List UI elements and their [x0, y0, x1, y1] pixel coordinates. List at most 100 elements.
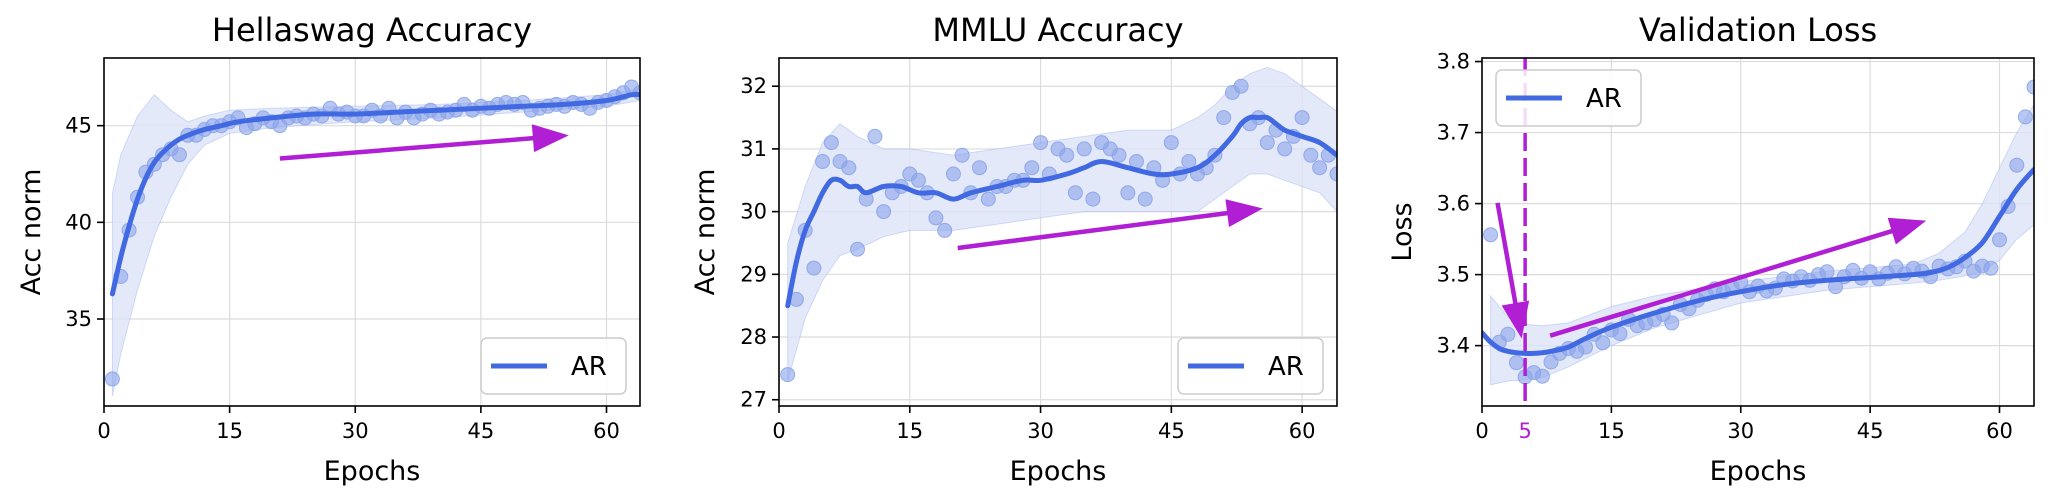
hellaswag-accuracy-panel: Hellaswag Accuracy 0 15 30 45 60 35 40 45 Epoch… — [16, 11, 641, 487]
data-point — [171, 147, 187, 163]
plot-frame — [778, 57, 1338, 407]
data-point — [1819, 264, 1835, 280]
x-axis-label: Epochs — [324, 456, 421, 487]
trend-arrows — [279, 124, 569, 161]
chart-title: Hellaswag Accuracy — [212, 11, 532, 49]
data-point — [823, 135, 839, 151]
arrow-head — [1501, 300, 1530, 339]
x-tick-label: 60 — [1289, 419, 1316, 443]
y-tick-label: 45 — [65, 114, 92, 138]
x-tick-label: 30 — [1027, 419, 1054, 443]
data-point — [928, 210, 944, 226]
arrow-shaft — [957, 210, 1230, 251]
y-tick-label: 3.7 — [1437, 121, 1470, 145]
data-point — [2009, 157, 2025, 173]
y-axis-label: Loss — [1387, 202, 1418, 261]
data-point — [1277, 141, 1293, 157]
legend-label-ar: AR — [1268, 352, 1304, 382]
data-point — [1259, 135, 1275, 151]
legend-box — [1177, 337, 1324, 395]
data-point — [1983, 260, 1999, 276]
data-point — [850, 241, 865, 257]
trend-line — [785, 114, 1337, 309]
trend-arrows — [1495, 202, 1927, 339]
x-tick-label: 15 — [1598, 419, 1625, 443]
plot-frame — [103, 57, 641, 407]
x-tick-label: 30 — [342, 419, 369, 443]
arrow-head — [531, 124, 569, 153]
x-tick-label: 30 — [1727, 419, 1754, 443]
data-point — [1181, 154, 1197, 169]
data-point — [1509, 355, 1524, 371]
y-tick-label: 3.4 — [1437, 334, 1470, 358]
data-point — [1483, 227, 1499, 243]
data-point — [2017, 109, 2033, 125]
x-tick-label: 0 — [1475, 419, 1488, 443]
confidence-band — [111, 88, 640, 397]
data-point — [1992, 232, 2007, 248]
plot-frame — [1481, 57, 2035, 407]
y-tick-label: 30 — [740, 200, 767, 224]
y-axis-label: Acc norm — [16, 169, 47, 296]
trend-arrows — [957, 199, 1263, 251]
trend-line — [109, 91, 640, 297]
data-point — [1595, 335, 1611, 351]
x-tick-label: 15 — [216, 419, 243, 443]
mmlu-accuracy-panel: MMLU Accuracy 0 15 30 45 60 27 28 29 30 31 32 Epoc… — [690, 11, 1338, 487]
data-point — [980, 191, 996, 207]
y-tick-label: 3.6 — [1437, 192, 1470, 216]
axis-ticks: 0 15 30 45 60 35 40 45 — [65, 114, 620, 443]
data-point — [1329, 166, 1337, 182]
trend-line — [1482, 167, 2034, 357]
x-tick-label: 45 — [1857, 419, 1884, 443]
y-tick-label: 29 — [740, 262, 767, 286]
arrow-head — [1887, 217, 1927, 245]
data-point — [867, 128, 883, 144]
data-point — [1312, 160, 1328, 176]
band-area — [111, 88, 640, 397]
data-point — [104, 371, 120, 387]
data-point — [1024, 160, 1040, 176]
x-tick-label: 60 — [1986, 419, 2013, 443]
axis-ticks: 0 15 30 45 60 3.4 3.5 3.6 3.7 3.8 — [1437, 50, 2013, 443]
data-point — [1033, 135, 1049, 151]
data-point — [954, 147, 970, 163]
data-point — [1085, 191, 1101, 207]
trend-line-path — [785, 114, 1337, 309]
data-point — [1076, 141, 1092, 157]
data-point — [1534, 368, 1550, 384]
vline-label: 5 — [1518, 419, 1531, 443]
data-point — [1111, 147, 1127, 163]
legend-box — [1495, 69, 1642, 127]
arrow-shaft — [279, 135, 536, 161]
chart-title: MMLU Accuracy — [932, 11, 1183, 49]
x-tick-label: 60 — [593, 419, 620, 443]
x-tick-label: 0 — [97, 419, 110, 443]
data-point — [806, 260, 822, 276]
trend-line-path — [1482, 167, 2034, 357]
data-point — [1303, 147, 1319, 163]
x-tick-label: 15 — [896, 419, 923, 443]
axis-ticks: 0 15 30 45 60 27 28 29 30 31 32 — [740, 74, 1315, 443]
data-point — [1216, 110, 1232, 126]
x-tick-label: 0 — [772, 419, 785, 443]
data-point — [841, 160, 857, 176]
y-tick-label: 35 — [65, 307, 92, 331]
y-tick-label: 3.8 — [1437, 50, 1470, 74]
data-point — [1500, 326, 1516, 342]
y-tick-label: 40 — [65, 210, 92, 234]
y-tick-label: 3.5 — [1437, 263, 1470, 287]
data-points — [780, 78, 1337, 383]
arrow-head — [1225, 199, 1263, 227]
data-point — [1612, 326, 1628, 342]
y-tick-label: 28 — [740, 325, 767, 349]
data-point — [972, 160, 987, 176]
data-point — [937, 222, 953, 238]
data-point — [945, 166, 961, 182]
y-tick-label: 31 — [740, 137, 767, 161]
data-point — [1120, 185, 1136, 201]
legend-box — [480, 337, 627, 395]
data-point — [1664, 315, 1680, 331]
data-point — [1067, 185, 1083, 201]
